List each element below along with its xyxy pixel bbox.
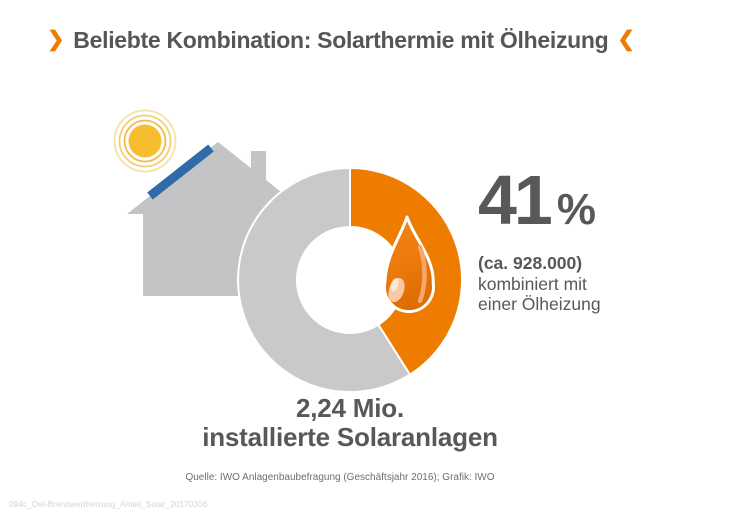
sun-ray-ring-inner [123,119,167,163]
page-title-bar: ❯ Beliebte Kombination: Solarthermie mit… [47,27,635,54]
callout-line-1: kombiniert mit [478,273,587,294]
callout-absolute: (ca. 928.000) [478,253,583,273]
donut-segment-rest [237,167,411,393]
percent-sign: % [556,185,596,234]
oil-drop-icon [382,215,435,314]
percent-value: 41 [478,161,553,239]
sun-icon [113,109,177,173]
caption-line-2: installierte Solaranlagen [202,422,498,453]
chevron-right-icon: ❯ [47,28,65,51]
house-roof [127,142,309,214]
caption-line-1: 2,24 Mio. [295,393,404,423]
donut-hole [296,226,404,334]
document-id: 094c_Oel-Brennwertheizung_Anteil_Solar_2… [9,500,208,509]
sun-core [128,124,162,158]
drop-highlight-right [417,244,427,304]
source-note: Quelle: IWO Anlagenbaubefragung (Geschäf… [185,472,495,483]
sun-ray-ring-middle [118,114,172,168]
callout-line-2: einer Ölheizung [478,294,601,315]
solar-panel-icon [147,144,214,200]
page-title: Beliebte Kombination: Solarthermie mit Ö… [73,27,609,53]
sun-ray-ring-outer [113,109,177,173]
percent-callout: 41 % (ca. 928.000) kombiniert mit einer … [478,161,601,315]
drop-highlight-left-core [390,278,399,292]
chevron-left-icon: ❮ [617,28,635,51]
total-caption: 2,24 Mio. installierte Solaranlagen [150,393,550,453]
